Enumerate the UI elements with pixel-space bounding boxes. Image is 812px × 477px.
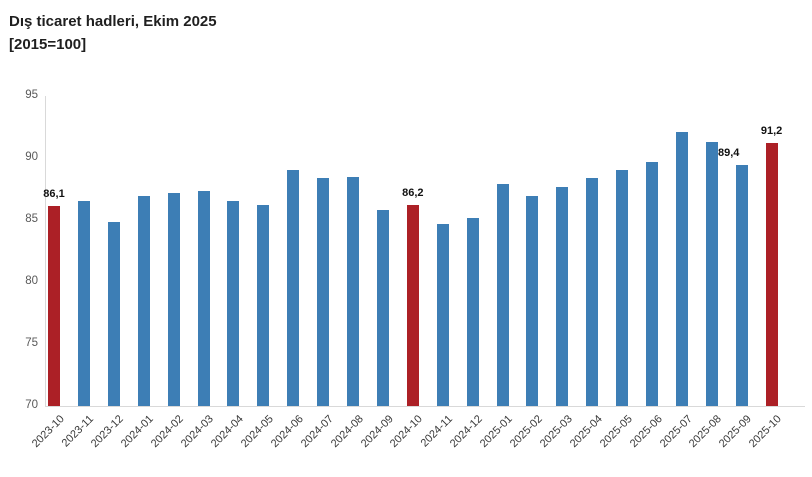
bar[interactable] (616, 170, 629, 406)
x-axis-line (45, 406, 805, 407)
bar[interactable] (646, 161, 658, 406)
bar[interactable] (496, 184, 509, 406)
x-axis-tick-label: 2023-10 (29, 413, 67, 451)
bar-value-label: 86,2 (402, 187, 424, 200)
x-axis-tick-label: 2024-06 (268, 413, 306, 451)
y-axis-tick-label: 95 (25, 89, 38, 101)
x-axis-tick-label: 2024-12 (448, 413, 486, 451)
x-axis-tick-label: 2025-09 (717, 413, 755, 451)
bar[interactable] (137, 196, 150, 406)
bar[interactable] (765, 143, 778, 406)
bar-value-label: 91,2 (760, 125, 783, 138)
x-axis-tick-label: 2025-04 (567, 413, 605, 451)
x-axis-tick-label: 2023-12 (89, 413, 127, 451)
bar[interactable] (77, 201, 90, 406)
x-axis-tick-label: 2025-02 (507, 413, 545, 451)
x-axis-tick-label: 2024-04 (208, 413, 246, 451)
bar[interactable] (735, 165, 748, 406)
y-axis-line (45, 96, 46, 406)
bar-value-label: 89,4 (717, 147, 740, 160)
x-axis-tick-label: 2025-05 (597, 413, 635, 451)
bar-value-label: 86,1 (43, 188, 65, 201)
x-axis-tick-label: 2024-08 (328, 413, 366, 451)
x-axis-tick-label: 2024-03 (178, 413, 216, 451)
chart-subtitle: [2015=100] (9, 36, 87, 53)
bar[interactable] (556, 186, 569, 406)
bar[interactable] (287, 170, 300, 406)
bar[interactable] (526, 196, 539, 406)
x-axis-tick-label: 2024-01 (119, 413, 157, 451)
bar[interactable] (227, 201, 240, 406)
x-axis-tick-label: 2025-06 (627, 413, 665, 451)
x-axis-tick-label: 2024-07 (298, 413, 336, 451)
bar[interactable] (257, 205, 270, 406)
bar[interactable] (406, 205, 419, 406)
bar[interactable] (107, 222, 120, 406)
y-axis-tick-label: 70 (25, 399, 38, 411)
bar[interactable] (376, 210, 389, 406)
x-axis-tick-label: 2025-01 (477, 413, 515, 451)
y-axis-tick-label: 85 (25, 213, 38, 225)
x-axis-tick-label: 2025-10 (747, 413, 785, 451)
y-axis-tick-label: 80 (25, 275, 38, 287)
bar[interactable] (167, 192, 180, 406)
bar[interactable] (347, 176, 359, 406)
x-axis-tick-label: 2024-02 (149, 413, 187, 451)
bar[interactable] (705, 141, 718, 406)
bar[interactable] (197, 191, 210, 406)
bar[interactable] (586, 177, 599, 406)
bar[interactable] (675, 131, 688, 406)
bar[interactable] (436, 223, 449, 406)
bar[interactable] (466, 217, 479, 406)
y-axis-tick-label: 75 (25, 337, 38, 349)
bar[interactable] (317, 177, 330, 406)
chart-title: Dış ticaret hadleri, Ekim 2025 (9, 13, 217, 30)
bar[interactable] (48, 206, 60, 406)
y-axis-tick-label: 90 (25, 151, 38, 163)
x-axis-tick-label: 2025-03 (537, 413, 575, 451)
chart-title-block: Dış ticaret hadleri, Ekim 2025 [2015=100… (9, 10, 217, 56)
x-axis-tick-label: 2024-05 (238, 413, 276, 451)
